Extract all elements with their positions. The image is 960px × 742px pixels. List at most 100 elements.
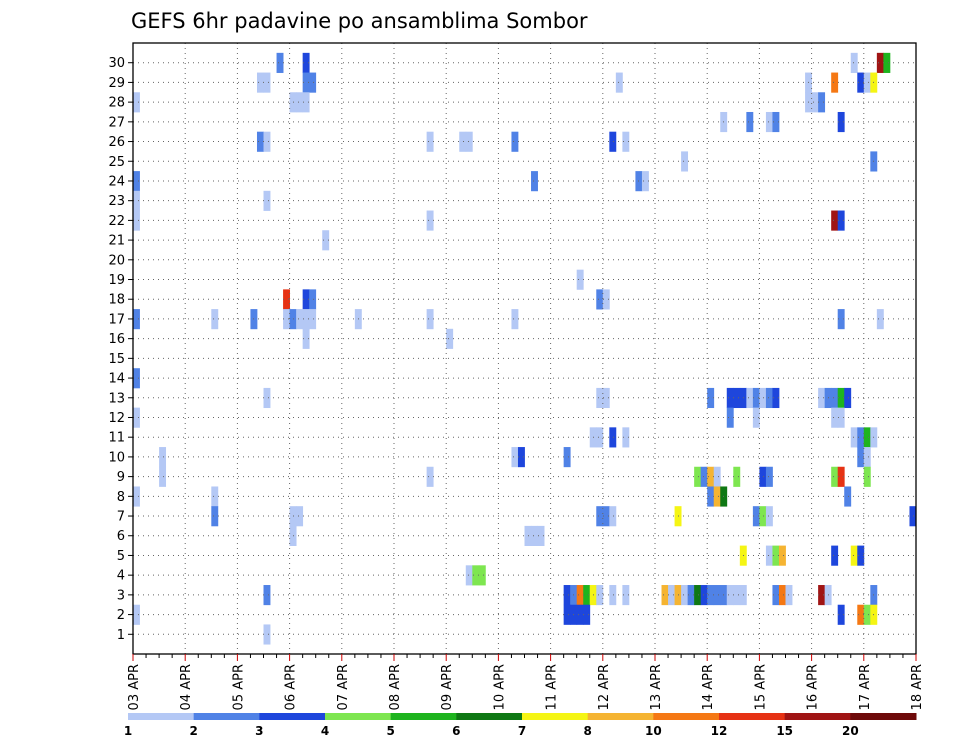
legend-swatch <box>456 713 523 720</box>
heatmap-cell <box>850 52 858 73</box>
x-tick-label: 11 APR <box>545 664 560 710</box>
heatmap-cell <box>713 486 721 507</box>
heatmap-cell <box>472 565 480 586</box>
heatmap-cell <box>596 387 604 409</box>
heatmap-cell <box>752 387 760 409</box>
heatmap-cell <box>511 447 519 468</box>
heatmap-cell <box>283 289 291 310</box>
heatmap-cell <box>831 466 839 487</box>
heatmap-cell <box>263 190 271 211</box>
y-tick-label: 4 <box>117 569 125 584</box>
heatmap-cell <box>302 309 310 330</box>
x-tick-label: 07 APR <box>336 664 351 710</box>
legend-label: 20 <box>842 724 859 738</box>
heatmap-cell <box>302 92 310 113</box>
heatmap-cell <box>831 545 839 566</box>
heatmap-cell <box>746 387 754 409</box>
heatmap-cell <box>563 447 571 468</box>
heatmap-cell <box>576 269 584 290</box>
heatmap-cell <box>765 545 773 566</box>
heatmap-cell <box>707 585 715 606</box>
heatmap-cell <box>863 447 871 468</box>
heatmap-cell <box>537 525 545 546</box>
heatmap-cell <box>133 407 140 428</box>
y-axis: 1234567891011121314151617181920212223242… <box>108 56 133 643</box>
heatmap-cell <box>726 585 734 606</box>
heatmap-cell <box>857 604 865 625</box>
heatmap-cell <box>322 230 330 251</box>
y-tick-label: 27 <box>108 115 125 130</box>
heatmap-cell <box>909 506 917 527</box>
heatmap-cell <box>596 427 604 448</box>
heatmap-cell <box>831 407 839 428</box>
heatmap-cell <box>263 624 271 645</box>
heatmap-cell <box>818 585 826 606</box>
cells-layer <box>133 52 917 645</box>
heatmap-cell <box>772 387 780 409</box>
y-tick-label: 22 <box>108 214 125 229</box>
heatmap-cell <box>622 131 630 152</box>
x-tick-label: 15 APR <box>753 664 768 710</box>
y-tick-label: 11 <box>108 431 125 446</box>
heatmap-cell <box>733 466 741 487</box>
heatmap-cell <box>609 506 617 527</box>
y-tick-label: 24 <box>108 174 125 189</box>
y-tick-label: 21 <box>108 234 125 249</box>
heatmap-cell <box>837 604 845 625</box>
heatmap-cell <box>726 407 734 428</box>
heatmap-cell <box>517 447 525 468</box>
heatmap-cell <box>746 111 754 133</box>
heatmap-cell <box>524 525 532 546</box>
heatmap-cell <box>772 111 780 133</box>
heatmap-cell <box>302 289 310 310</box>
heatmap-cell <box>818 387 826 409</box>
heatmap-cell <box>765 387 773 409</box>
y-tick-label: 29 <box>108 76 125 91</box>
heatmap-cell <box>811 92 819 113</box>
legend-swatch <box>193 713 260 720</box>
grid-layer <box>133 43 916 654</box>
y-tick-label: 30 <box>108 56 125 71</box>
heatmap-cell <box>668 585 675 606</box>
heatmap-cell <box>863 72 871 93</box>
heatmap-cell <box>133 309 140 330</box>
heatmap-cell <box>778 545 786 566</box>
heatmap-cell <box>863 604 871 625</box>
legend-label: 3 <box>255 724 263 738</box>
heatmap-cell <box>159 447 167 468</box>
heatmap-cell <box>733 585 741 606</box>
heatmap-cell <box>596 289 604 310</box>
heatmap-cell <box>426 309 434 330</box>
heatmap-cell <box>700 585 708 606</box>
heatmap-cell <box>531 171 538 192</box>
legend-swatch <box>850 713 917 720</box>
heatmap-cell <box>609 585 617 606</box>
x-tick-label: 17 APR <box>858 664 873 710</box>
heatmap-cell <box>609 427 617 448</box>
heatmap-cell <box>133 92 140 113</box>
heatmap-cell <box>759 466 767 487</box>
legend-label: 4 <box>321 724 329 738</box>
y-tick-label: 7 <box>117 510 125 525</box>
heatmap-cell <box>700 466 708 487</box>
legend-label: 8 <box>583 724 591 738</box>
heatmap-cell <box>752 506 760 527</box>
heatmap-cell <box>478 565 486 586</box>
heatmap-cell <box>837 210 845 231</box>
heatmap-cell <box>759 387 767 409</box>
heatmap-cell <box>211 486 219 507</box>
heatmap-cell <box>133 368 140 389</box>
heatmap-cell <box>563 585 571 606</box>
heatmap-cell <box>713 585 721 606</box>
heatmap-cell <box>133 604 140 625</box>
heatmap-cell <box>831 387 839 409</box>
y-tick-label: 14 <box>108 372 125 387</box>
heatmap-cell <box>876 309 884 330</box>
heatmap-cell <box>850 427 858 448</box>
heatmap-cell <box>726 387 734 409</box>
heatmap-cell <box>876 52 884 73</box>
heatmap-cell <box>159 466 167 487</box>
heatmap-cell <box>857 72 865 93</box>
legend-swatch <box>390 713 457 720</box>
heatmap-cell <box>778 585 786 606</box>
